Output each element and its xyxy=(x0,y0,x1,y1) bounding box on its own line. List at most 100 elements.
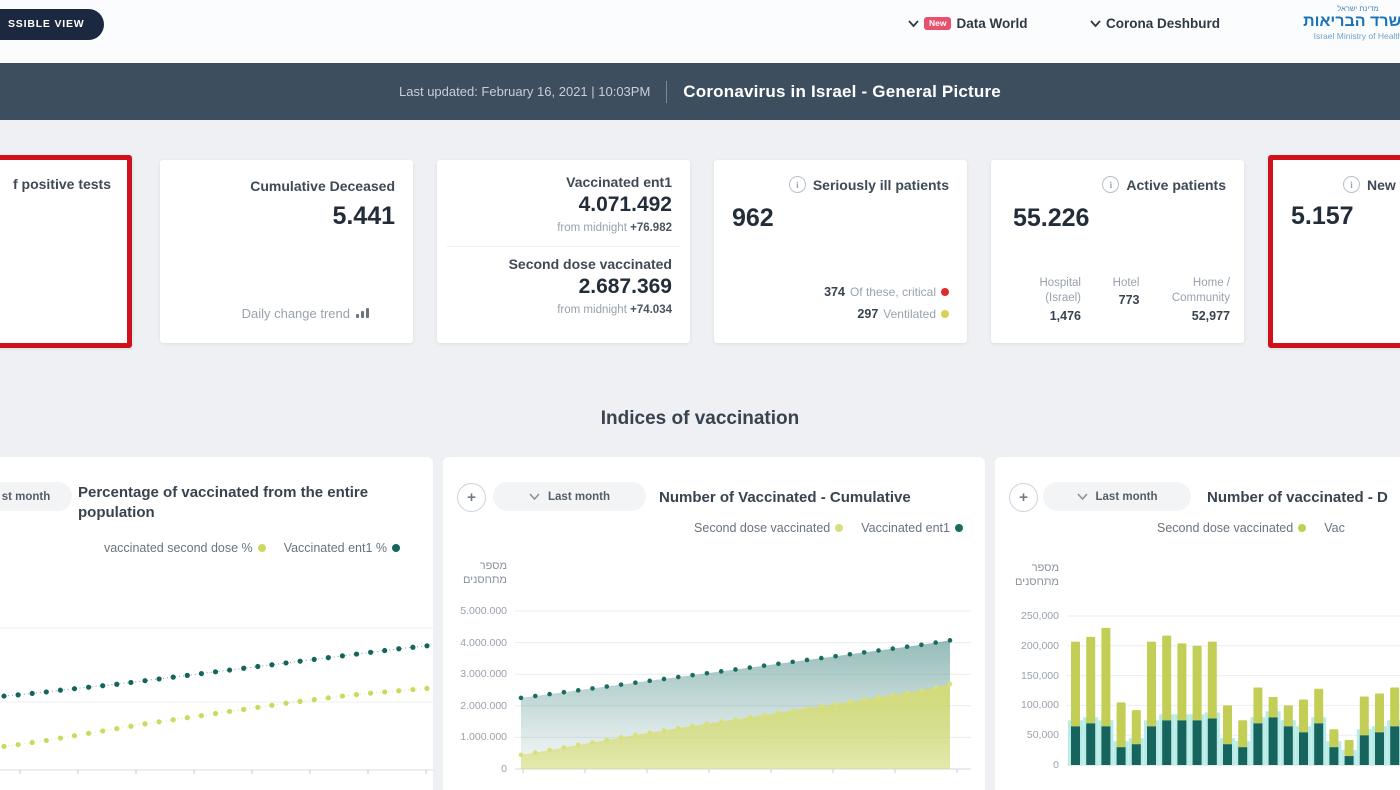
ventilated-dot xyxy=(941,310,949,318)
nav-corona-dashboard-label: Corona Deshburd xyxy=(1106,16,1221,31)
info-icon[interactable]: i xyxy=(1102,176,1120,193)
legend-item[interactable]: Second dose vaccinated xyxy=(1157,521,1307,535)
legend-dot xyxy=(392,544,400,552)
top-bar: SSIBLE VIEW New Data World Corona Deshbu… xyxy=(0,0,1400,63)
chart3-plot[interactable] xyxy=(1063,612,1400,774)
y-tick-label: 150,000 xyxy=(1021,669,1059,682)
card-seriously-ill-title: Seriously ill patients xyxy=(812,176,949,193)
legend-item[interactable]: Second dose vaccinated xyxy=(694,521,844,535)
ventilated-row: 297 Ventilated xyxy=(857,307,949,321)
card-seriously-ill-value: 962 xyxy=(732,204,774,232)
legend-item[interactable]: Vaccinated ent1 xyxy=(861,521,963,535)
card-new-verified[interactable]: i New ver 5.157 xyxy=(1268,155,1400,348)
card-cumulative-deceased[interactable]: Cumulative Deceased 5.441 Daily change t… xyxy=(160,160,413,343)
time-filter-button[interactable]: Last month xyxy=(1043,482,1191,511)
time-filter-button[interactable]: st month xyxy=(0,482,72,511)
expand-button[interactable]: + xyxy=(457,483,486,512)
card-vaccinated-delta: +76.982 xyxy=(630,222,672,234)
y-tick-label: 250,000 xyxy=(1021,610,1059,622)
panel-vaccinated-cumulative: + Last month Number of Vaccinated - Cumu… xyxy=(443,457,985,790)
card-positive-tests[interactable]: f positive tests y check-ups xyxy=(0,155,132,348)
dashboard-header: Last updated: February 16, 2021 | 10:03P… xyxy=(0,63,1400,120)
y-tick-label: 1.000.000 xyxy=(460,731,507,744)
card-new-verified-title: New ver xyxy=(1367,176,1400,193)
panel-percentage-vaccinated: st month Percentage of vaccinated from t… xyxy=(0,457,433,790)
chevron-down-icon xyxy=(529,493,540,500)
card-vaccinated-value: 4.071.492 xyxy=(578,193,672,216)
card-new-verified-value: 5.157 xyxy=(1291,202,1354,230)
ventilated-value: 297 xyxy=(857,307,879,321)
legend-dot xyxy=(955,524,963,532)
critical-dot xyxy=(941,288,949,296)
chart2-legend: Second dose vaccinated Vaccinated ent1 xyxy=(694,521,963,535)
card-second-dose-delta: +74.034 xyxy=(630,304,672,316)
chevron-down-icon xyxy=(1076,493,1088,500)
header-divider xyxy=(666,80,668,103)
breakdown-hotel: Hotel 773 xyxy=(1112,276,1140,308)
card-second-dose-title: Second dose vaccinated xyxy=(508,256,672,272)
card-divider xyxy=(447,246,680,247)
breakdown-home-value: 52,977 xyxy=(1191,309,1230,323)
expand-button[interactable]: + xyxy=(1009,483,1038,512)
card-active-title: Active patients xyxy=(1126,176,1226,193)
card-second-dose-value: 2.687.369 xyxy=(578,275,672,298)
card-seriously-ill-header: i Seriously ill patients xyxy=(788,176,949,193)
chart3-legend: Second dose vaccinated Vac xyxy=(1157,521,1345,535)
chevron-down-icon xyxy=(908,20,919,27)
legend-dot xyxy=(835,524,844,532)
y-tick-label: 4.000.000 xyxy=(460,636,507,649)
y-tick-label: 0 xyxy=(501,763,507,775)
nav-data-world[interactable]: New Data World xyxy=(908,16,1028,31)
logo-english-title: Israel Ministry of Health xyxy=(1313,30,1400,41)
chart1-plot[interactable] xyxy=(0,563,433,788)
logo-hebrew-small: מדינת ישראל xyxy=(1337,4,1379,13)
info-icon[interactable]: i xyxy=(788,176,806,193)
card-second-dose-delta-line: from midnight +74.034 xyxy=(557,304,672,316)
chart1-title: Percentage of vaccinated from the entire… xyxy=(78,484,369,522)
card-seriously-ill[interactable]: i Seriously ill patients 962 374 Of thes… xyxy=(714,160,967,343)
legend-item[interactable]: vaccinated second dose % xyxy=(104,541,266,555)
card-new-verified-header: i New ver xyxy=(1343,176,1400,193)
legend-item[interactable]: Vac xyxy=(1324,521,1345,535)
panel-vaccinated-daily: + Last month Number of vaccinated - D Se… xyxy=(995,457,1400,790)
ministry-of-health-logo: מדינת ישראל משרד הבריאות Israel Ministry… xyxy=(1283,4,1400,41)
legend-dot xyxy=(1298,524,1307,532)
breakdown-hospital-value: 1,476 xyxy=(1049,309,1081,323)
page-title: Coronavirus in Israel - General Picture xyxy=(683,81,1001,101)
chart1-legend: vaccinated second dose % Vaccinated ent1… xyxy=(104,541,400,555)
critical-label: Of these, critical xyxy=(849,285,936,299)
logo-hebrew-title: משרד הבריאות xyxy=(1303,13,1400,30)
card-deceased-footer[interactable]: Daily change trend xyxy=(242,306,369,321)
y-tick-label: 0 xyxy=(1053,759,1059,771)
time-filter-button[interactable]: Last month xyxy=(493,482,646,511)
chart2-title: Number of Vaccinated - Cumulative xyxy=(659,489,911,506)
breakdown-home: Home / Community 52,977 xyxy=(1171,276,1230,323)
bar-chart-icon xyxy=(356,308,369,318)
last-updated-text: Last updated: February 16, 2021 | 10:03P… xyxy=(399,84,651,99)
card-active-patients[interactable]: i Active patients 55.226 Hospital (Israe… xyxy=(991,160,1244,343)
chevron-down-icon xyxy=(1090,20,1101,27)
card-vaccinated[interactable]: Vaccinated ent1 4.071.492 from midnight … xyxy=(437,160,690,343)
critical-row: 374 Of these, critical xyxy=(824,285,949,299)
card-vaccinated-title: Vaccinated ent1 xyxy=(566,174,672,190)
card-vaccinated-delta-line: from midnight +76.982 xyxy=(557,222,672,234)
card-deceased-value: 5.441 xyxy=(332,202,395,230)
breakdown-hotel-value: 773 xyxy=(1118,293,1140,308)
y-tick-label: 3.000.000 xyxy=(460,668,507,681)
accessible-view-button[interactable]: SSIBLE VIEW xyxy=(0,9,105,40)
y-tick-label: 5.000.000 xyxy=(460,605,507,617)
chart3-title: Number of vaccinated - D xyxy=(1207,489,1388,506)
y-tick-label: 100,000 xyxy=(1021,699,1059,712)
nav-corona-dashboard[interactable]: Corona Deshburd xyxy=(1090,16,1220,31)
info-icon[interactable]: i xyxy=(1343,176,1360,193)
breakdown-hospital: Hospital (Israel) 1,476 xyxy=(1039,276,1081,323)
critical-value: 374 xyxy=(824,285,845,299)
chart3-y-axis-label: מספר מתחסנים xyxy=(1015,562,1059,588)
legend-dot xyxy=(257,544,266,552)
card-active-value: 55.226 xyxy=(1013,204,1090,232)
legend-item[interactable]: Vaccinated ent1 % xyxy=(284,541,400,555)
chart2-plot[interactable] xyxy=(511,605,979,777)
section-title: Indices of vaccination xyxy=(600,408,800,429)
card-deceased-title: Cumulative Deceased xyxy=(250,178,395,194)
y-tick-label: 2.000.000 xyxy=(460,699,507,712)
